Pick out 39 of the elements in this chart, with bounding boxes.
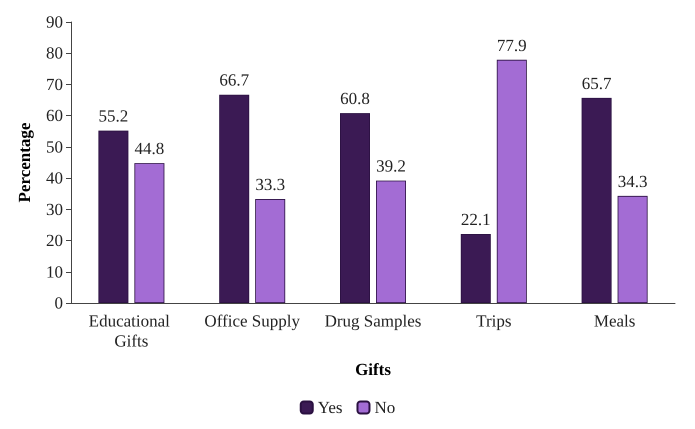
data-label: 22.1 [460, 210, 491, 229]
bar [460, 234, 491, 303]
data-label: 66.7 [219, 70, 250, 90]
legend-label: Yes [318, 398, 342, 417]
y-tick-label: 60 [46, 106, 63, 126]
bar [134, 163, 164, 303]
bar [219, 94, 250, 303]
x-tick-label: Office Supply [204, 312, 300, 330]
x-tick-label: Drug Samples [324, 312, 422, 330]
y-tick-label: 40 [46, 168, 63, 188]
data-label: 44.8 [134, 139, 164, 158]
bar [376, 180, 406, 303]
legend-label: No [374, 398, 396, 417]
x-tick-label: Trips [476, 312, 512, 330]
y-tick-label: 20 [46, 231, 63, 250]
y-axis-title: Percentage [15, 122, 34, 202]
data-label: 34.3 [618, 172, 648, 191]
bar [98, 130, 128, 303]
y-tick-label: 80 [46, 44, 63, 63]
y-tick-label: 50 [46, 137, 63, 156]
y-tick-label: 30 [46, 200, 63, 219]
data-label: 77.9 [496, 36, 527, 55]
bar [618, 196, 648, 303]
y-tick-label: 90 [46, 12, 63, 32]
data-label: 60.8 [340, 89, 370, 108]
data-label: 33.3 [255, 175, 286, 194]
x-tick-label: Meals [594, 312, 636, 330]
bar [496, 60, 527, 303]
y-tick-label: 10 [46, 262, 63, 282]
bar [255, 199, 286, 303]
y-tick-label: 0 [54, 294, 63, 312]
x-axis-title: Gifts [355, 360, 392, 379]
data-label: 39.2 [376, 156, 406, 176]
data-label: 55.2 [98, 106, 128, 126]
x-tick-label: Educational Gifts [88, 312, 174, 350]
bar [582, 98, 612, 303]
data-label: 65.7 [582, 74, 612, 93]
bar [340, 113, 370, 303]
y-tick-label: 70 [46, 74, 63, 94]
